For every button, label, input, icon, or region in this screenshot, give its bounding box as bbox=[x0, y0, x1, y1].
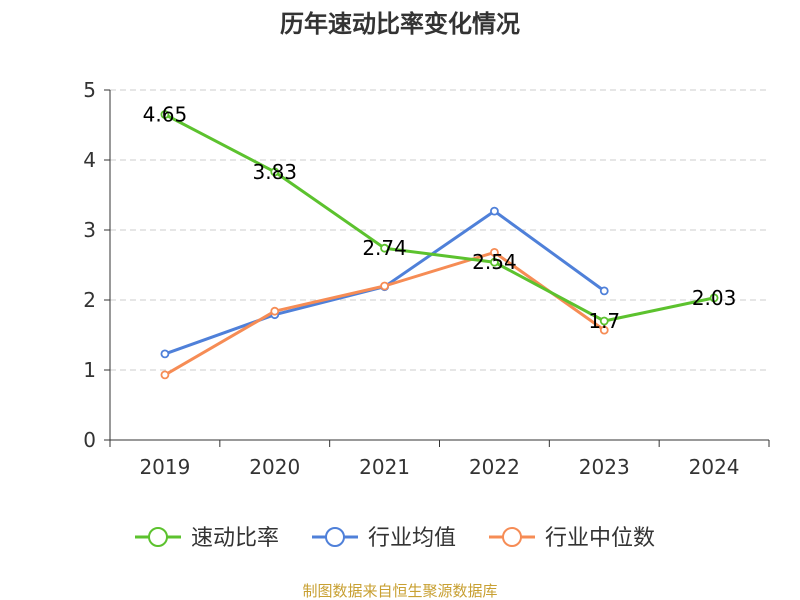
x-tick-label: 2022 bbox=[469, 455, 520, 479]
legend-swatch-marker bbox=[148, 527, 168, 547]
data-point bbox=[599, 286, 609, 296]
data-label: 4.65 bbox=[143, 103, 188, 127]
y-tick-label: 5 bbox=[83, 78, 96, 102]
data-point bbox=[270, 167, 280, 177]
legend-swatch-marker bbox=[502, 527, 522, 547]
y-tick-label: 2 bbox=[83, 288, 96, 312]
data-point bbox=[160, 349, 170, 359]
y-tick-label: 3 bbox=[83, 218, 96, 242]
y-tick-label: 1 bbox=[83, 358, 96, 382]
axes: 0 1 2 3 4 5 2019 2020 2021 2022 2023 2024 bbox=[83, 78, 770, 479]
x-tick-label: 2019 bbox=[139, 455, 190, 479]
data-point bbox=[709, 293, 719, 303]
y-tick-label: 4 bbox=[83, 148, 96, 172]
data-label: 3.83 bbox=[252, 160, 297, 184]
x-tick-label: 2021 bbox=[359, 455, 410, 479]
legend-label: 行业中位数 bbox=[545, 526, 655, 551]
data-point bbox=[380, 243, 389, 253]
y-tick-label: 0 bbox=[83, 428, 96, 452]
x-tick-label: 2023 bbox=[579, 455, 630, 479]
data-point bbox=[160, 370, 170, 380]
data-point bbox=[599, 316, 609, 326]
legend-swatch-marker bbox=[325, 527, 345, 547]
x-tick-label: 2020 bbox=[249, 455, 300, 479]
legend-label: 行业均值 bbox=[368, 526, 456, 551]
data-source-note: 制图数据来自恒生聚源数据库 bbox=[302, 582, 497, 600]
legend: 速动比率 行业均值 行业中位数 bbox=[135, 526, 655, 551]
legend-label: 速动比率 bbox=[191, 526, 279, 551]
series-lines bbox=[160, 110, 719, 380]
data-point bbox=[490, 206, 499, 216]
data-label: 2.54 bbox=[472, 250, 517, 274]
data-point bbox=[490, 257, 499, 267]
data-point bbox=[490, 247, 499, 257]
data-labels: 4.65 3.83 2.74 2.54 1.7 2.03 bbox=[143, 103, 737, 334]
grid-lines bbox=[110, 89, 769, 371]
data-label: 1.7 bbox=[588, 309, 620, 333]
series-line bbox=[164, 250, 606, 377]
data-point bbox=[160, 110, 170, 119]
x-tick-label: 2024 bbox=[689, 455, 740, 479]
chart-title: 历年速动比率变化情况 bbox=[280, 10, 520, 38]
data-point bbox=[380, 281, 389, 291]
data-label: 2.74 bbox=[362, 236, 407, 260]
data-point bbox=[270, 306, 280, 316]
data-label: 2.03 bbox=[692, 286, 737, 310]
data-point bbox=[599, 325, 609, 335]
series-line bbox=[164, 113, 715, 323]
